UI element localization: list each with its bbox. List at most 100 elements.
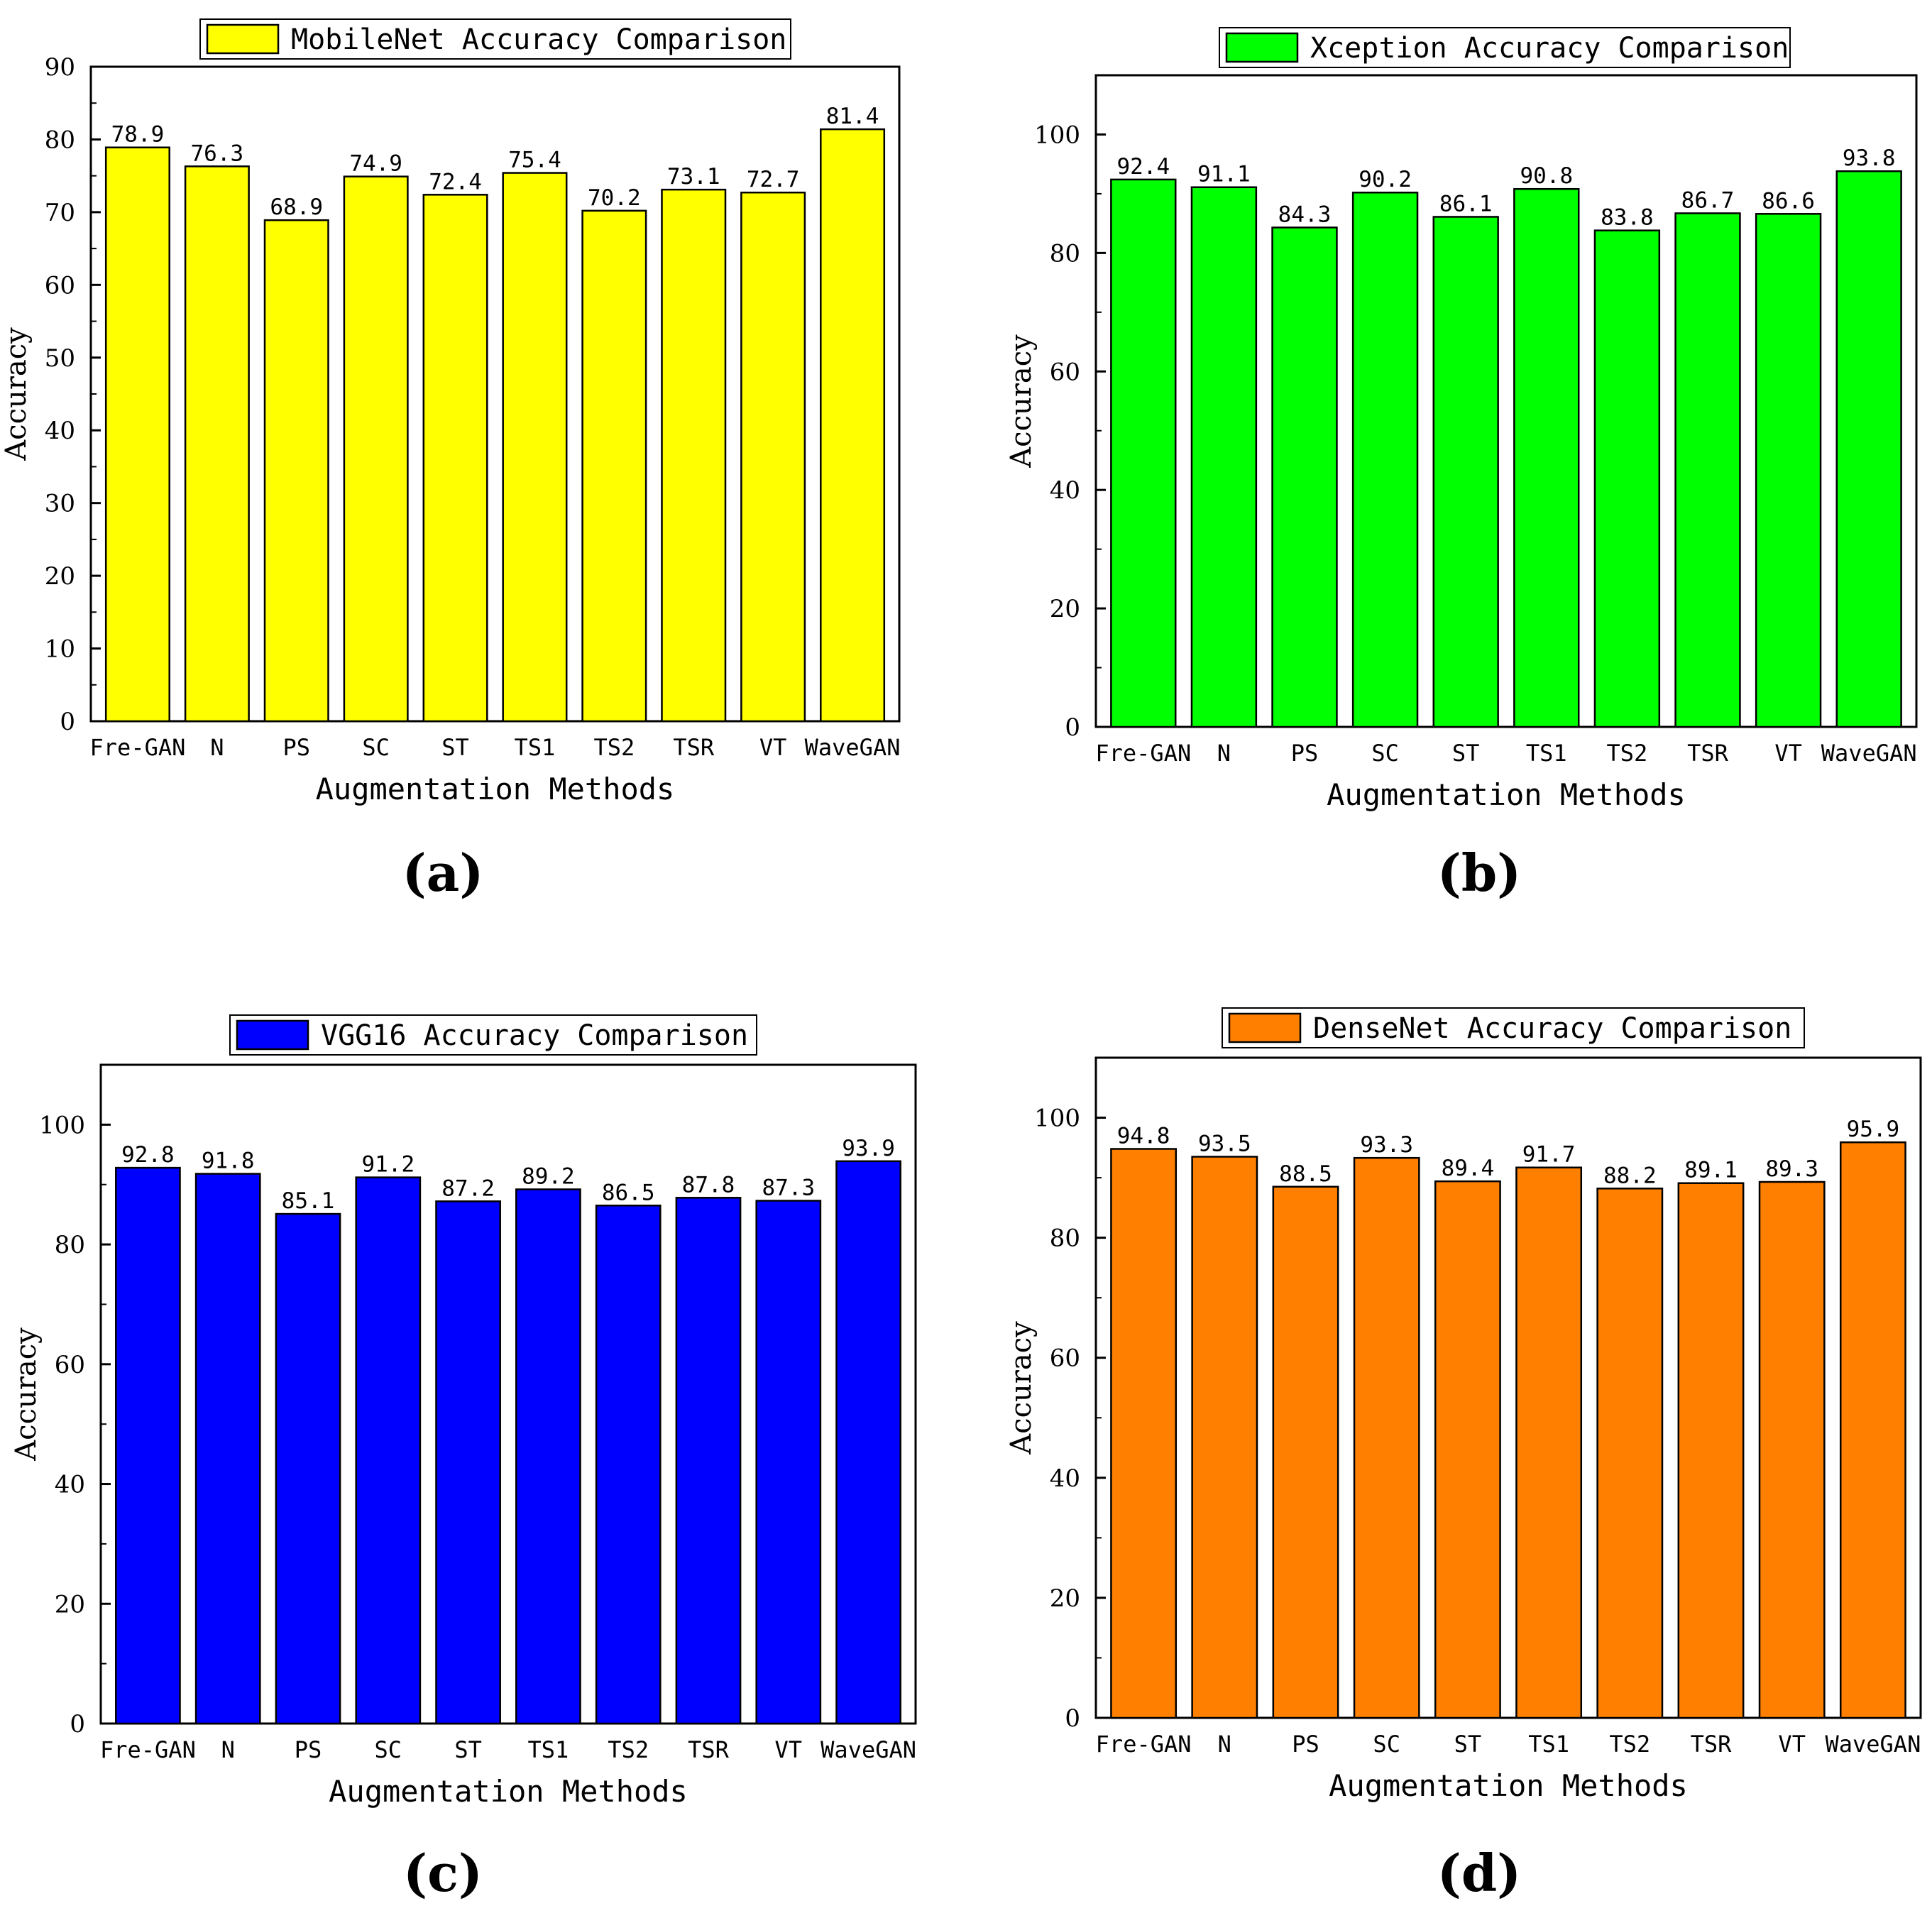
y-tick-label: 10 <box>45 635 75 664</box>
x-tick-label: TS1 <box>1526 740 1567 767</box>
y-tick-label: 40 <box>55 1471 85 1499</box>
legend-swatch <box>206 23 280 55</box>
x-tick-label: SC <box>362 734 390 761</box>
bar-value-label: 91.2 <box>361 1152 415 1178</box>
bar-wavegan <box>1839 1141 1906 1719</box>
bar-value-label: 76.3 <box>191 141 244 166</box>
plot-frame <box>1094 1056 1922 1719</box>
bar-value-label: 73.1 <box>667 164 720 190</box>
bar-ps <box>1271 226 1338 728</box>
y-tick-label: 0 <box>1065 713 1080 742</box>
y-tick-label: 40 <box>1050 476 1080 505</box>
y-tick-label: 0 <box>70 1710 85 1738</box>
bar-st <box>435 1200 501 1725</box>
x-tick-label: WaveGAN <box>820 1736 916 1763</box>
bar-value-label: 87.2 <box>441 1176 495 1201</box>
legend-label: MobileNet Accuracy Comparison <box>291 23 786 56</box>
y-tick-label: 60 <box>55 1351 85 1379</box>
y-tick-label: 20 <box>1050 595 1080 623</box>
x-tick-label: ST <box>1454 1731 1482 1758</box>
bar-value-label: 90.2 <box>1359 167 1412 192</box>
bar-value-label: 93.5 <box>1198 1132 1251 1157</box>
bar-value-label: 74.9 <box>349 151 402 177</box>
y-tick-label: 90 <box>45 53 75 82</box>
x-tick-label: N <box>221 1736 235 1763</box>
y-axis-title: Accuracy <box>1005 1321 1038 1455</box>
bar-value-label: 88.5 <box>1279 1161 1332 1187</box>
x-tick-label: PS <box>295 1736 322 1763</box>
bar-sc <box>1353 1156 1420 1719</box>
x-axis-title: Augmentation Methods <box>1329 1768 1688 1803</box>
bar-st <box>1434 1180 1501 1719</box>
x-axis-title: Augmentation Methods <box>316 772 675 806</box>
bar-ps <box>263 219 329 723</box>
y-tick-label: 80 <box>55 1231 85 1259</box>
bar-fre-gan <box>1110 1148 1178 1719</box>
y-tick-label: 80 <box>45 126 75 154</box>
x-tick-label: TS1 <box>528 1736 569 1763</box>
x-tick-label: VT <box>775 1736 803 1763</box>
x-tick-label: VT <box>1778 1731 1806 1758</box>
bar-value-label: 86.7 <box>1681 187 1735 213</box>
bar-vt <box>1758 1180 1826 1719</box>
bar-value-label: 94.8 <box>1117 1124 1170 1149</box>
x-tick-label: VT <box>1774 740 1802 767</box>
bar-fre-gan <box>104 146 170 723</box>
x-tick-label: ST <box>441 734 469 761</box>
y-tick-label: 20 <box>1050 1584 1080 1613</box>
bar-wavegan <box>835 1160 901 1725</box>
x-tick-label: VT <box>759 734 787 761</box>
x-tick-label: TSR <box>1691 1731 1733 1758</box>
bar-fre-gan <box>115 1166 181 1725</box>
x-tick-label: PS <box>1291 740 1319 767</box>
panel-caption: (c) <box>403 1843 483 1903</box>
chart-panel-2: 0 20 40 60 80 100 92.4 Fre-GAN 91.1 N 84.3 PS 90.2 SC… <box>1005 27 1918 812</box>
y-axis-title: Accuracy <box>0 327 33 461</box>
x-tick-label: WaveGAN <box>805 734 901 761</box>
x-tick-label: PS <box>282 734 310 761</box>
x-tick-label: ST <box>454 1736 482 1763</box>
x-tick-label: PS <box>1292 1731 1319 1758</box>
legend: DenseNet Accuracy Comparison <box>1222 1007 1805 1048</box>
bar-ps <box>1272 1185 1339 1719</box>
chart-panel-1: 0 10 20 30 40 50 60 70 80 90 78.9 Fre-GAN 76.3 N 68.9 P… <box>0 18 901 806</box>
bar-ts2 <box>595 1205 662 1725</box>
panel-caption: (d) <box>1437 1843 1521 1903</box>
bar-value-label: 90.8 <box>1520 163 1573 189</box>
bar-value-label: 88.2 <box>1603 1163 1657 1188</box>
legend-swatch <box>236 1019 309 1051</box>
x-tick-label: SC <box>375 1736 402 1763</box>
bar-value-label: 93.8 <box>1843 146 1896 171</box>
bar-value-label: 89.3 <box>1765 1156 1818 1182</box>
legend: MobileNet Accuracy Comparison <box>199 18 791 60</box>
bar-vt <box>755 1200 822 1725</box>
legend-label: Xception Accuracy Comparison <box>1310 32 1789 65</box>
y-tick-label: 100 <box>1034 121 1080 149</box>
bar-value-label: 87.8 <box>682 1172 735 1198</box>
y-tick-label: 100 <box>1034 1105 1080 1133</box>
y-tick-label: 0 <box>1065 1704 1080 1733</box>
y-tick-label: 80 <box>1050 1225 1080 1253</box>
bar-value-label: 72.7 <box>747 167 800 192</box>
x-tick-label: Fre-GAN <box>90 734 186 761</box>
legend-label: VGG16 Accuracy Comparison <box>321 1019 748 1052</box>
bar-st <box>422 194 488 723</box>
bar-value-label: 89.2 <box>522 1163 575 1189</box>
x-tick-label: N <box>210 734 224 761</box>
bar-ts1 <box>1515 1166 1583 1719</box>
y-tick-label: 20 <box>45 562 75 591</box>
bar-tsr <box>661 188 727 723</box>
bar-value-label: 84.3 <box>1278 202 1332 227</box>
x-tick-label: Fre-GAN <box>100 1736 196 1763</box>
y-axis-title: Accuracy <box>10 1327 43 1462</box>
bar-tsr <box>1674 212 1741 728</box>
x-tick-label: TSR <box>1687 740 1729 767</box>
bar-ts2 <box>1596 1188 1664 1719</box>
bar-ts2 <box>1593 229 1661 728</box>
x-tick-label: WaveGAN <box>1821 740 1917 767</box>
bar-n <box>1190 186 1258 728</box>
bar-sc <box>355 1176 422 1725</box>
bar-value-label: 83.8 <box>1601 205 1654 231</box>
bar-ts2 <box>581 209 647 723</box>
legend-box <box>229 1014 757 1056</box>
